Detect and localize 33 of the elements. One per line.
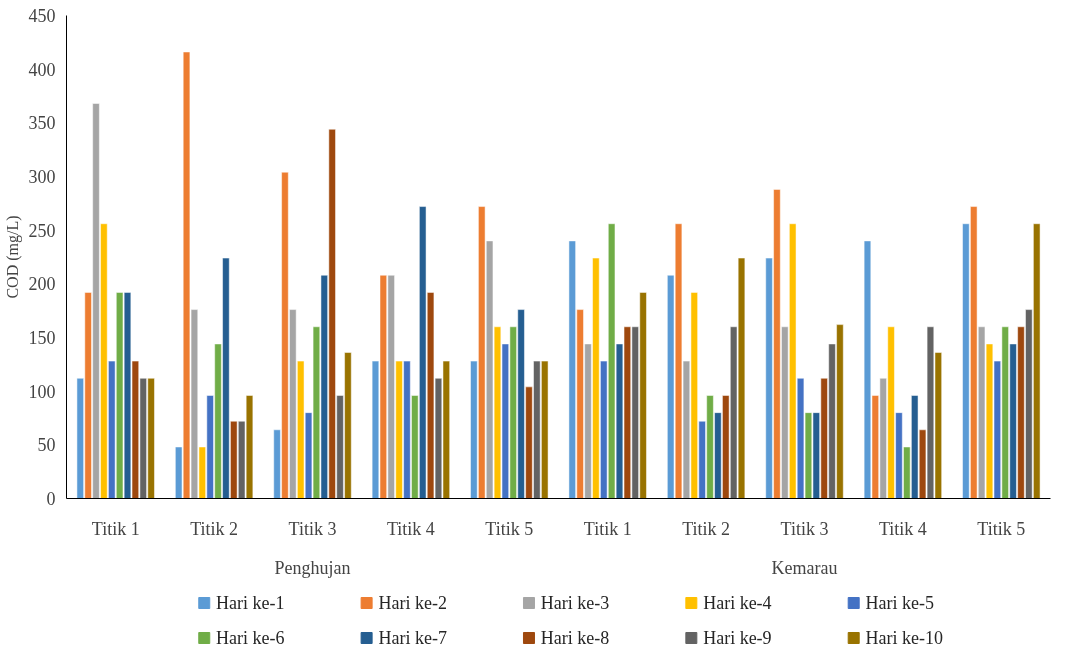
legend-label: Hari ke-3 <box>540 593 610 613</box>
y-tick-label: 300 <box>28 167 56 187</box>
text: Penghujan <box>274 557 351 578</box>
y-tick-label: 50 <box>37 435 56 456</box>
y-tick-label: 150 <box>28 328 56 348</box>
x-tick-label: Titik 1 <box>91 518 140 539</box>
legend-label: Hari ke-5 <box>865 593 934 613</box>
y-tick-label: 450 <box>28 6 56 26</box>
legend-label: Hari ke-9 <box>703 628 772 648</box>
x-tick-label: Titik 4 <box>386 518 435 539</box>
legend-label: Hari ke-1 <box>216 593 285 613</box>
legend-label: Hari ke-6 <box>216 628 285 648</box>
legend-label: Hari ke-10 <box>865 628 943 648</box>
y-tick-label: 100 <box>28 381 56 402</box>
x-tick-label: Titik 2 <box>190 518 239 539</box>
y-tick-label: 200 <box>28 274 56 295</box>
legend-label: Hari ke-2 <box>378 593 447 613</box>
y-tick-label: 0 <box>46 489 56 509</box>
x-tick-label: Titik 2 <box>682 518 731 539</box>
x-tick-label: Titik 3 <box>780 518 829 539</box>
text: Kemarau <box>771 557 838 578</box>
y-tick-label: 250 <box>28 220 56 241</box>
y-tick-label: 350 <box>28 113 56 134</box>
legend-label: Hari ke-7 <box>378 628 447 648</box>
x-tick-label: Titik 1 <box>583 518 632 539</box>
y-axis-title: COD (mg/L) <box>3 215 22 299</box>
legend-label: Hari ke-4 <box>703 593 772 613</box>
x-tick-label: Titik 3 <box>288 518 337 539</box>
legend-label: Hari ke-8 <box>540 628 610 648</box>
x-tick-label: Titik 5 <box>485 518 534 539</box>
x-tick-label: Titik 4 <box>878 518 927 539</box>
y-tick-label: 400 <box>28 59 56 80</box>
x-tick-label: Titik 5 <box>977 518 1026 539</box>
